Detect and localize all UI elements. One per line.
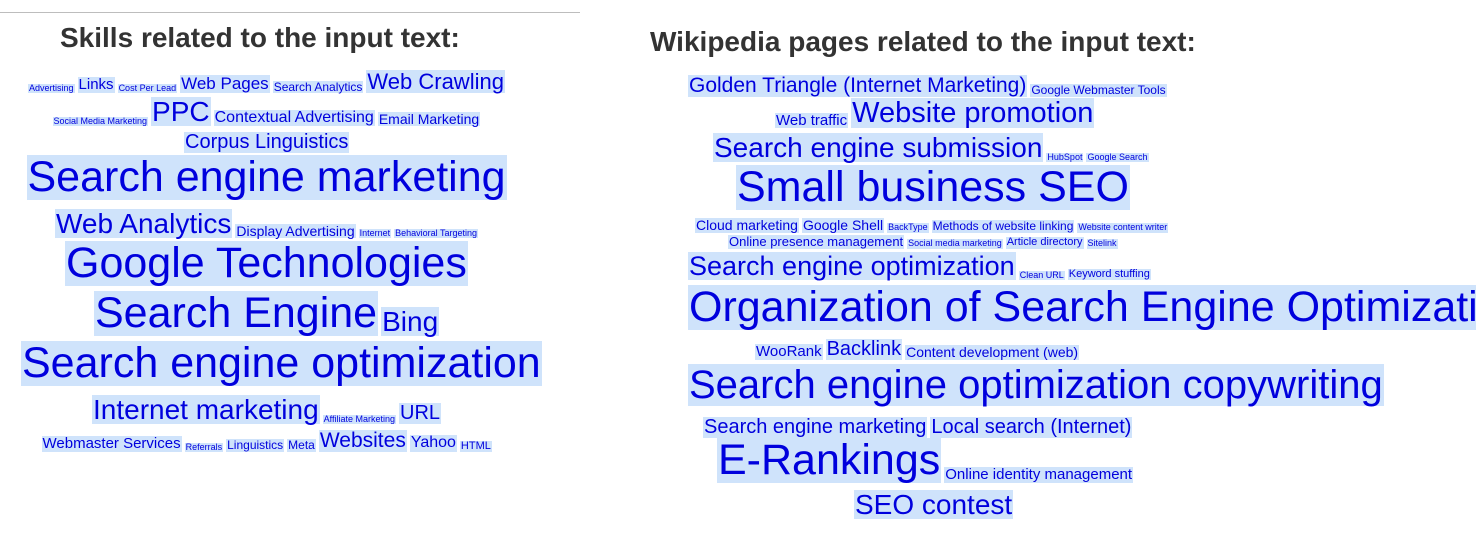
skill-tag[interactable]: Search Engine: [94, 289, 379, 337]
skill-tag[interactable]: Web Analytics: [55, 208, 233, 239]
skill-tag[interactable]: Contextual Advertising: [213, 108, 375, 127]
wiki-cloud-line: Cloud marketing Google Shell BackType Metho…: [695, 218, 1171, 233]
wiki-cloud-line: Organization of Search Engine Optimizati…: [688, 284, 1476, 331]
wiki-tag[interactable]: Google Webmaster Tools: [1030, 83, 1167, 98]
wiki-tag[interactable]: HubSpot: [1046, 151, 1084, 163]
wiki-tag[interactable]: Search engine marketing: [703, 416, 928, 438]
skill-tag[interactable]: PPC: [151, 96, 211, 127]
skill-tag[interactable]: Email Marketing: [377, 110, 481, 127]
skill-cloud-line: Social Media Marketing PPC Contextual Adve…: [52, 96, 484, 127]
skill-cloud-line: Search engine marketing: [26, 153, 510, 201]
skill-cloud-line: Search Engine Bing: [94, 289, 442, 337]
skill-tag[interactable]: Linguistics: [226, 438, 285, 453]
wiki-tag[interactable]: Backlink: [825, 338, 903, 360]
skill-tag[interactable]: Search engine marketing: [26, 153, 507, 201]
wiki-tag[interactable]: Cloud marketing: [695, 217, 799, 233]
wiki-tag[interactable]: Online identity management: [944, 466, 1134, 484]
skill-tag[interactable]: Webmaster Services: [41, 435, 182, 453]
skill-tag[interactable]: Websites: [318, 429, 407, 453]
skills-panel: Skills related to the input text: Advert…: [0, 0, 580, 534]
skills-word-cloud: Advertising Links Cost Per Lead Web Pages Se…: [0, 0, 580, 534]
skill-tag[interactable]: Display Advertising: [235, 222, 356, 239]
wiki-tag[interactable]: Google Search: [1086, 151, 1149, 163]
skill-tag[interactable]: Google Technologies: [65, 239, 468, 287]
wiki-tag[interactable]: Article directory: [1005, 236, 1084, 249]
skill-tag[interactable]: Meta: [287, 438, 316, 453]
wiki-tag[interactable]: Google Shell: [801, 217, 885, 233]
skill-tag[interactable]: Internet marketing: [92, 394, 320, 425]
wiki-cloud-line: Search engine optimization Clean URL Keywo…: [688, 252, 1154, 280]
wiki-tag[interactable]: Sitelink: [1086, 238, 1118, 249]
top-divider: [0, 12, 580, 13]
wiki-tag[interactable]: Search engine submission: [713, 132, 1044, 163]
wiki-cloud-line: Search engine marketing Local search (Int…: [703, 417, 1135, 438]
skill-cloud-line: Advertising Links Cost Per Lead Web Pages Se…: [28, 70, 508, 93]
wiki-tag[interactable]: Web traffic: [775, 111, 849, 129]
wiki-tag[interactable]: Organization of Search Engine Optimizati…: [688, 284, 1476, 331]
skill-tag[interactable]: Search Analytics: [272, 79, 364, 94]
wiki-tag[interactable]: Keyword stuffing: [1067, 267, 1151, 281]
skill-cloud-line: Webmaster Services Referrals Linguistics Me…: [41, 429, 495, 453]
skill-tag[interactable]: Web Pages: [180, 74, 270, 94]
skill-tag[interactable]: Yahoo: [409, 434, 457, 453]
wiki-cloud-line: Search engine optimization copywriting: [688, 364, 1387, 406]
skill-tag[interactable]: HTML: [459, 439, 492, 453]
wiki-tag[interactable]: Golden Triangle (Internet Marketing): [688, 74, 1028, 98]
skill-tag[interactable]: Referrals: [184, 441, 224, 453]
wiki-tag[interactable]: Small business SEO: [736, 163, 1130, 211]
wiki-tag[interactable]: Methods of website linking: [931, 219, 1075, 234]
wiki-cloud-line: Small business SEO: [736, 163, 1133, 211]
skill-cloud-line: Internet marketing Affiliate Marketing URL: [92, 395, 444, 424]
skill-tag[interactable]: Search engine optimization: [21, 339, 542, 387]
wiki-tag[interactable]: E-Rankings: [717, 436, 942, 484]
skill-cloud-line: Search engine optimization: [21, 339, 545, 387]
wiki-panel-title: Wikipedia pages related to the input tex…: [650, 26, 1196, 57]
wiki-word-cloud: Golden Triangle (Internet Marketing) Goog…: [640, 0, 1476, 534]
wiki-tag[interactable]: Clean URL: [1018, 269, 1065, 281]
wiki-cloud-line: Online presence management Social media m…: [728, 235, 1121, 249]
skill-tag[interactable]: Affiliate Marketing: [322, 413, 397, 425]
wiki-tag[interactable]: Search engine optimization copywriting: [688, 363, 1384, 407]
wiki-tag[interactable]: Website content writer: [1077, 222, 1169, 233]
skill-tag[interactable]: Internet: [358, 227, 392, 239]
wiki-tag[interactable]: Website promotion: [851, 97, 1095, 129]
skill-tag[interactable]: Corpus Linguistics: [184, 131, 350, 153]
wiki-cloud-line: WooRank Backlink Content development (web): [755, 339, 1082, 360]
skill-tag[interactable]: Social Media Marketing: [52, 115, 149, 127]
skills-panel-title: Skills related to the input text:: [60, 22, 460, 53]
skill-tag[interactable]: Bing: [381, 305, 440, 337]
wiki-tag[interactable]: WooRank: [755, 343, 823, 361]
skill-tag[interactable]: Cost Per Lead: [117, 82, 178, 94]
wiki-cloud-line: Web traffic Website promotion: [775, 98, 1097, 128]
wiki-tag[interactable]: Online presence management: [728, 234, 905, 249]
skill-tag[interactable]: Web Crawling: [366, 69, 505, 94]
skill-cloud-line: Corpus Linguistics: [184, 132, 352, 153]
wiki-cloud-line: SEO contest: [854, 490, 1016, 519]
wiki-tag[interactable]: Social media marketing: [907, 238, 1003, 249]
wiki-tag[interactable]: Local search (Internet): [930, 416, 1133, 438]
skill-cloud-line: Web Analytics Display Advertising Internet…: [55, 209, 481, 238]
skill-tag[interactable]: Advertising: [28, 82, 75, 94]
skill-tag[interactable]: Behavioral Targeting: [394, 227, 479, 239]
skill-tag[interactable]: Links: [77, 76, 115, 94]
skill-cloud-line: Google Technologies: [65, 239, 471, 287]
wiki-tag[interactable]: BackType: [887, 222, 929, 233]
skill-tag[interactable]: URL: [399, 402, 442, 425]
wiki-tag[interactable]: Search engine optimization: [688, 251, 1016, 281]
wiki-cloud-line: Search engine submission HubSpot Google Se…: [713, 133, 1152, 162]
wiki-tag[interactable]: SEO contest: [854, 489, 1014, 520]
wiki-panel: Wikipedia pages related to the input tex…: [640, 0, 1476, 534]
wiki-cloud-line: Golden Triangle (Internet Marketing) Goog…: [688, 74, 1170, 98]
wiki-tag[interactable]: Content development (web): [905, 344, 1080, 361]
wiki-cloud-line: E-Rankings Online identity management: [717, 436, 1136, 484]
